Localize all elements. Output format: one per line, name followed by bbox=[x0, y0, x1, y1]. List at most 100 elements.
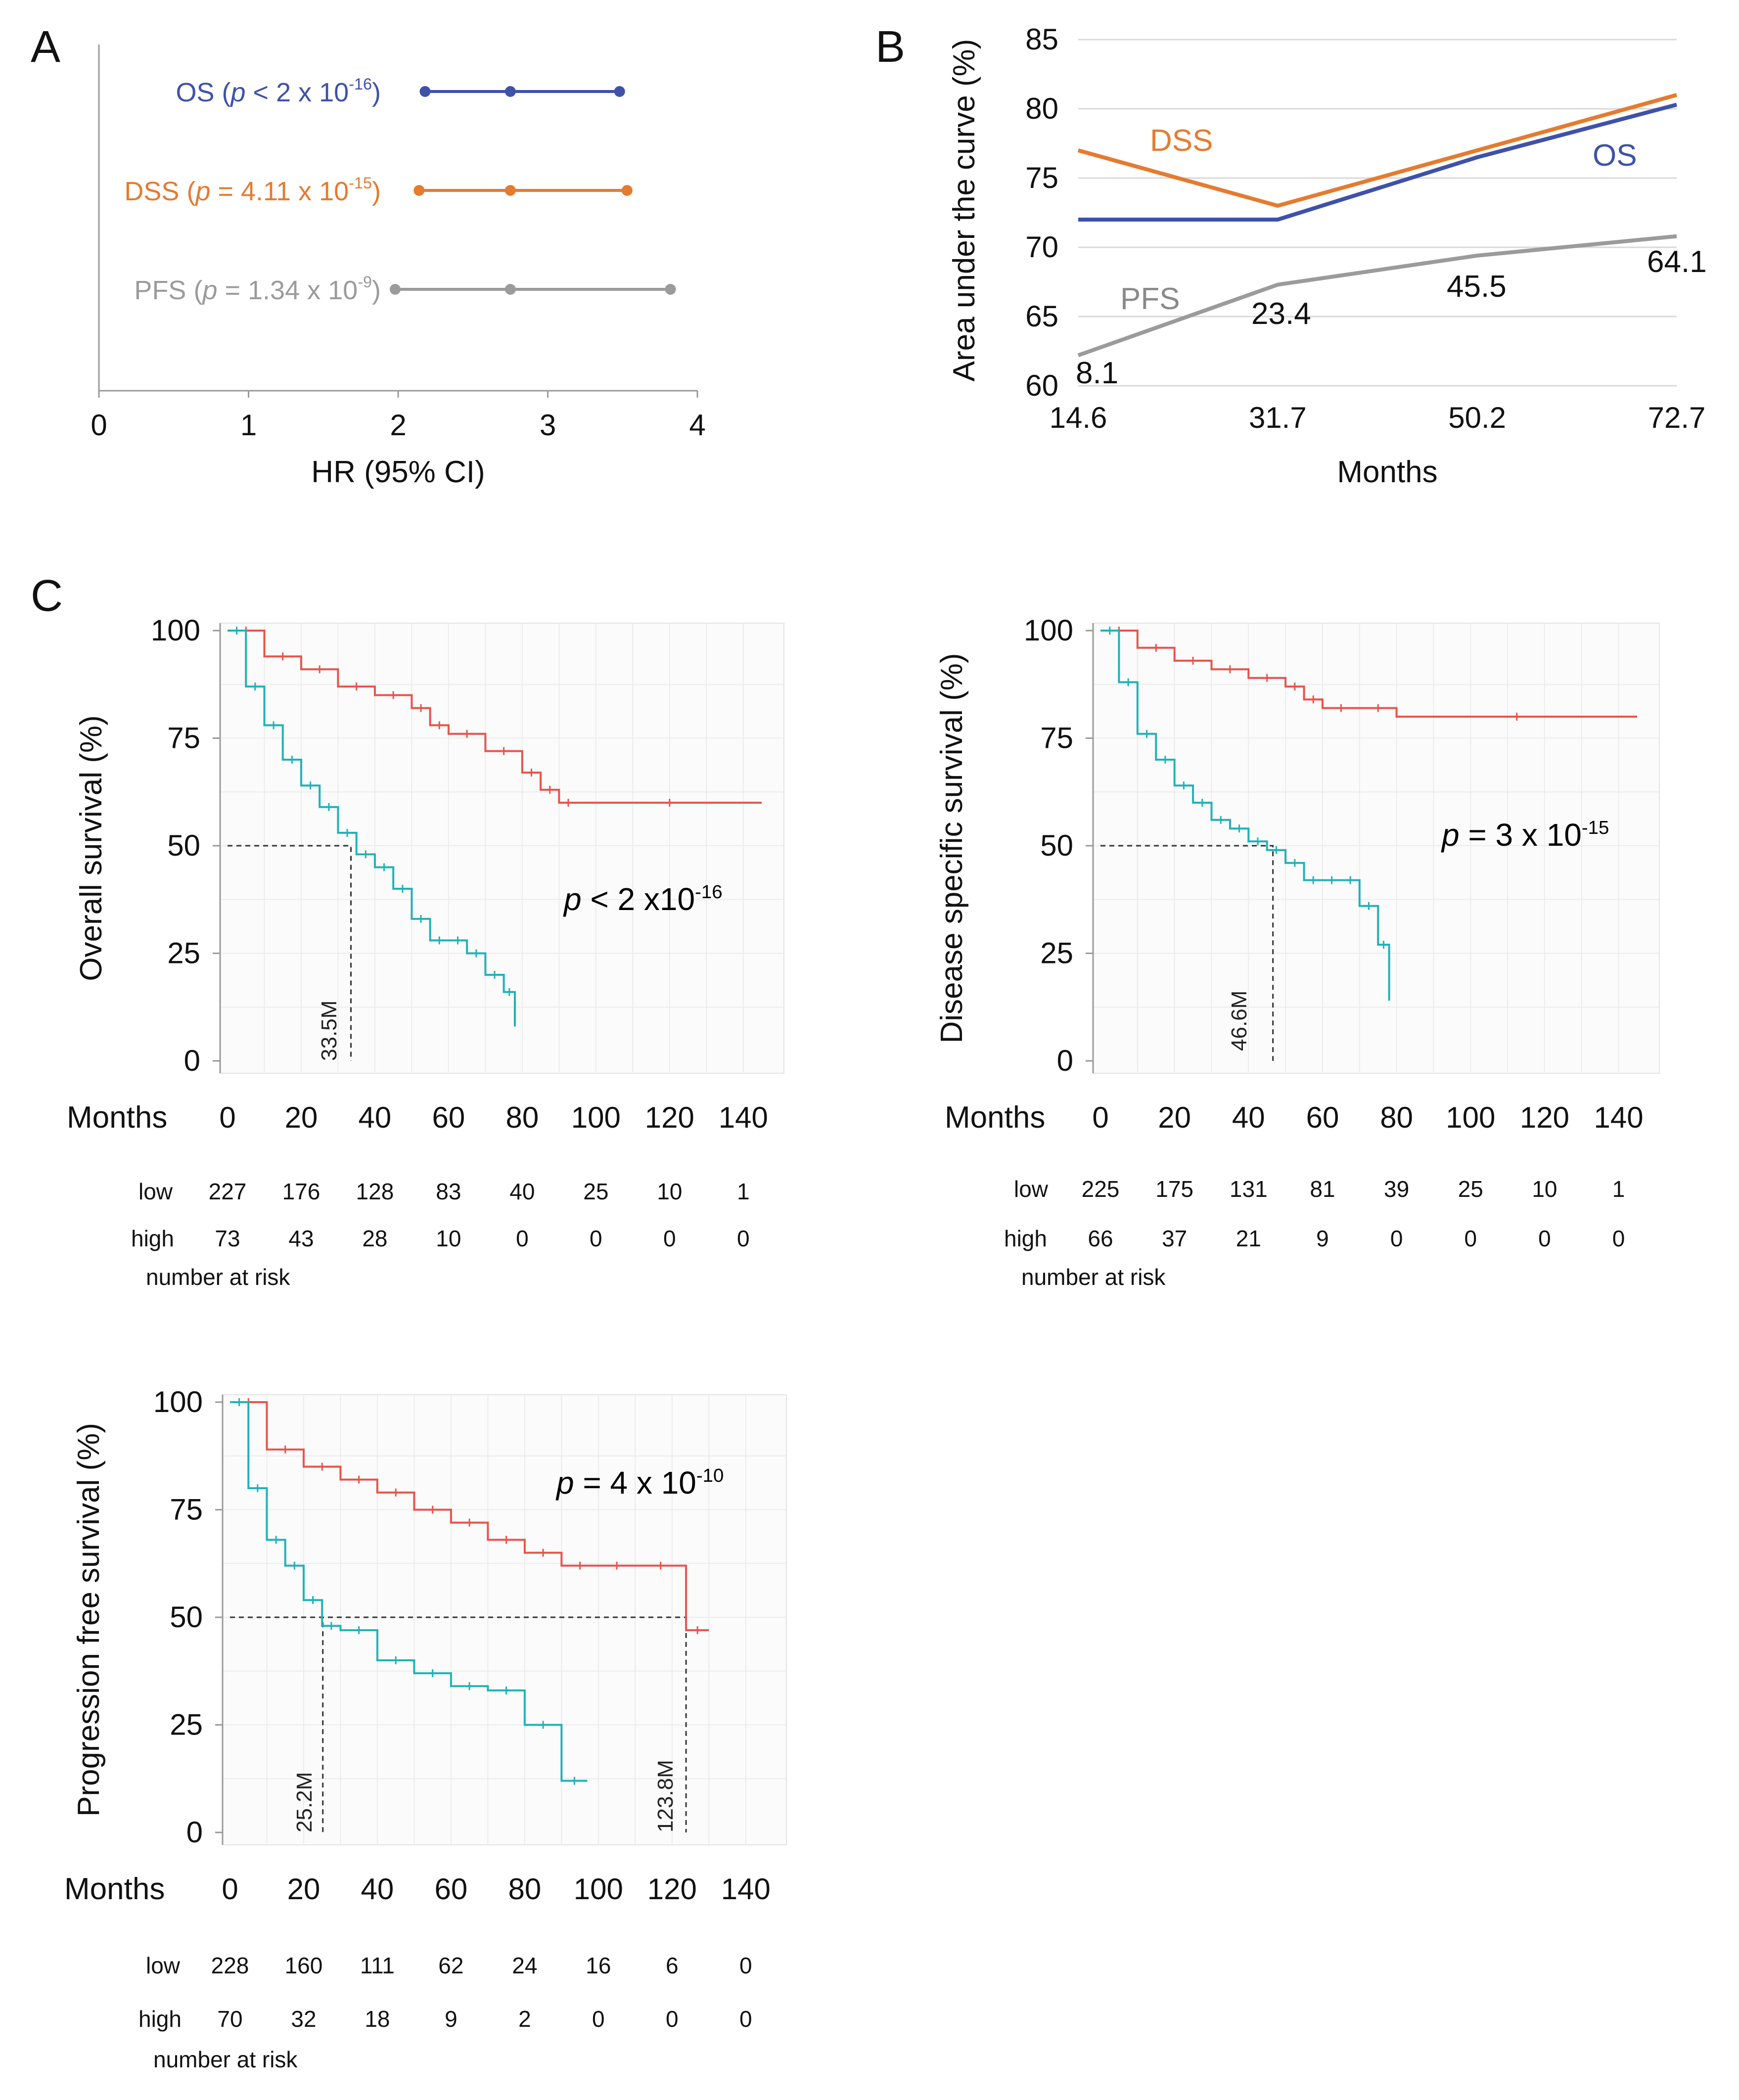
km-risk-low-value: 83 bbox=[436, 1179, 461, 1204]
auc-y-label: Area under the curve (%) bbox=[947, 39, 981, 382]
km-risk-low-value: 175 bbox=[1155, 1176, 1193, 1202]
km-pfs-months-label: Months bbox=[64, 1872, 165, 1906]
km-x-tick-label: 140 bbox=[721, 1872, 771, 1906]
km-curve-low bbox=[1100, 630, 1637, 718]
forest-point-os-hr bbox=[504, 86, 516, 97]
km-risk-low-value: 24 bbox=[512, 1953, 537, 1978]
km-dss-risk-low-label: low bbox=[1014, 1176, 1049, 1202]
km-risk-low-value: 227 bbox=[209, 1179, 247, 1204]
km-y-tick-label: 0 bbox=[1057, 1044, 1073, 1077]
km-os-y-label: Overall survival (%) bbox=[74, 715, 108, 981]
forest-label-dss: DSS (p = 4.11 x 10-15) bbox=[124, 174, 381, 206]
km-y-tick-label: 100 bbox=[153, 1385, 203, 1418]
km-risk-low-value: 176 bbox=[282, 1179, 320, 1204]
km-os-p-value: p < 2 x10-16 bbox=[563, 881, 723, 917]
km-risk-low-value: 1 bbox=[1612, 1176, 1625, 1202]
auc-line-chart: 60 65 70 75 80 85 14.6 31.7 50.2 72.7 Area under … bbox=[947, 23, 1707, 489]
auc-os-label: OS bbox=[1593, 138, 1637, 173]
km-os-risk-low-label: low bbox=[138, 1179, 173, 1204]
km-pfs-median-label-high: 25.2M bbox=[292, 1772, 317, 1832]
auc-y-tick-label: 65 bbox=[1025, 300, 1058, 333]
auc-y-tick-label: 75 bbox=[1025, 161, 1058, 194]
km-risk-low-value: 10 bbox=[657, 1179, 682, 1204]
km-os-months-label: Months bbox=[67, 1100, 167, 1135]
forest-x-tick-label: 1 bbox=[240, 409, 257, 442]
km-risk-high-value: 0 bbox=[1538, 1226, 1551, 1251]
forest-point-dss-hr bbox=[504, 185, 516, 196]
km-y-tick-label: 50 bbox=[1040, 829, 1073, 862]
km-pfs-median-label-low: 123.8M bbox=[653, 1760, 678, 1832]
km-risk-high-value: 0 bbox=[739, 2006, 752, 2032]
forest-plot: 0 1 2 3 4 HR (95% CI) OS (p < 2 x 10-16) DSS… bbox=[91, 45, 706, 489]
km-x-tick-label: 100 bbox=[574, 1872, 623, 1906]
km-risk-low-value: 6 bbox=[666, 1953, 679, 1978]
km-risk-low-value: 25 bbox=[1458, 1176, 1483, 1202]
km-y-tick-label: 100 bbox=[1024, 614, 1073, 647]
km-y-tick-label: 75 bbox=[167, 722, 200, 755]
km-pfs-risk-high-label: high bbox=[138, 2006, 182, 2032]
km-x-tick-label: 140 bbox=[1594, 1101, 1644, 1134]
km-risk-low-value: 0 bbox=[739, 1953, 752, 1978]
auc-pfs-point-label-4: 64.1 bbox=[1647, 245, 1707, 279]
km-curve-low bbox=[228, 630, 762, 804]
forest-x-tick-label: 4 bbox=[689, 409, 705, 442]
km-curve-low bbox=[230, 1401, 709, 1632]
forest-label-os: OS (p < 2 x 10-16) bbox=[176, 75, 381, 107]
km-risk-low-value: 40 bbox=[509, 1179, 535, 1204]
auc-x-tick-label: 14.6 bbox=[1050, 401, 1107, 434]
km-y-tick-label: 75 bbox=[1040, 722, 1073, 755]
km-x-tick-label: 0 bbox=[1092, 1101, 1108, 1134]
km-dss-y-label: Disease specific survival (%) bbox=[935, 653, 969, 1044]
km-os-risk-high-label: high bbox=[131, 1226, 174, 1251]
km-x-tick-label: 120 bbox=[1520, 1101, 1569, 1134]
km-x-tick-label: 80 bbox=[508, 1872, 541, 1906]
km-x-tick-label: 20 bbox=[1158, 1101, 1191, 1134]
km-dss-median-label: 46.6M bbox=[1227, 991, 1251, 1051]
km-risk-high-value: 32 bbox=[291, 2006, 316, 2032]
km-os-risk-footer: number at risk bbox=[146, 1264, 290, 1290]
km-y-tick-label: 75 bbox=[170, 1493, 203, 1526]
forest-x-tick-label: 2 bbox=[390, 409, 406, 442]
km-y-tick-label: 100 bbox=[151, 614, 200, 647]
km-curve-high bbox=[228, 630, 516, 1027]
km-y-tick-label: 50 bbox=[167, 829, 200, 862]
auc-line-os bbox=[1078, 102, 1678, 222]
km-x-tick-label: 40 bbox=[1232, 1101, 1265, 1134]
km-risk-low-value: 225 bbox=[1082, 1176, 1120, 1202]
km-dss-risk-footer: number at risk bbox=[1021, 1264, 1166, 1290]
km-dss-risk-high-label: high bbox=[1004, 1226, 1047, 1251]
km-risk-high-value: 2 bbox=[518, 2006, 531, 2032]
forest-x-tick-label: 3 bbox=[540, 409, 556, 442]
km-x-tick-label: 140 bbox=[719, 1101, 768, 1134]
km-risk-high-value: 9 bbox=[445, 2006, 458, 2032]
km-x-tick-label: 0 bbox=[222, 1872, 238, 1906]
auc-line-dss bbox=[1077, 93, 1678, 208]
forest-x-tick-label: 0 bbox=[91, 409, 107, 442]
km-risk-low-value: 39 bbox=[1384, 1176, 1409, 1202]
km-risk-low-value: 228 bbox=[211, 1953, 249, 1978]
auc-pfs-point-label-1: 8.1 bbox=[1076, 356, 1118, 390]
km-y-tick-label: 0 bbox=[186, 1816, 203, 1849]
km-y-tick-label: 25 bbox=[170, 1708, 203, 1741]
auc-y-tick-label: 60 bbox=[1025, 369, 1058, 402]
km-risk-low-value: 81 bbox=[1310, 1176, 1335, 1202]
km-risk-high-value: 0 bbox=[666, 2006, 679, 2032]
auc-pfs-point-label-2: 23.4 bbox=[1251, 297, 1311, 331]
km-median-line bbox=[1100, 845, 1274, 1061]
km-y-tick-label: 50 bbox=[170, 1600, 203, 1634]
km-pfs-y-label: Progression free survival (%) bbox=[72, 1423, 106, 1817]
auc-x-tick-label: 31.7 bbox=[1249, 401, 1307, 434]
km-risk-high-value: 18 bbox=[365, 2006, 390, 2032]
km-risk-high-value: 10 bbox=[436, 1226, 461, 1251]
km-x-tick-label: 20 bbox=[285, 1101, 318, 1134]
km-risk-high-value: 0 bbox=[663, 1226, 676, 1251]
km-risk-low-value: 111 bbox=[360, 1953, 395, 1978]
km-x-tick-label: 100 bbox=[571, 1101, 621, 1134]
auc-x-tick-label: 72.7 bbox=[1648, 401, 1706, 434]
km-risk-low-value: 10 bbox=[1532, 1176, 1557, 1202]
panel-a-letter: A bbox=[31, 22, 60, 72]
km-risk-high-value: 9 bbox=[1316, 1226, 1329, 1251]
forest-x-label: HR (95% CI) bbox=[311, 455, 485, 489]
